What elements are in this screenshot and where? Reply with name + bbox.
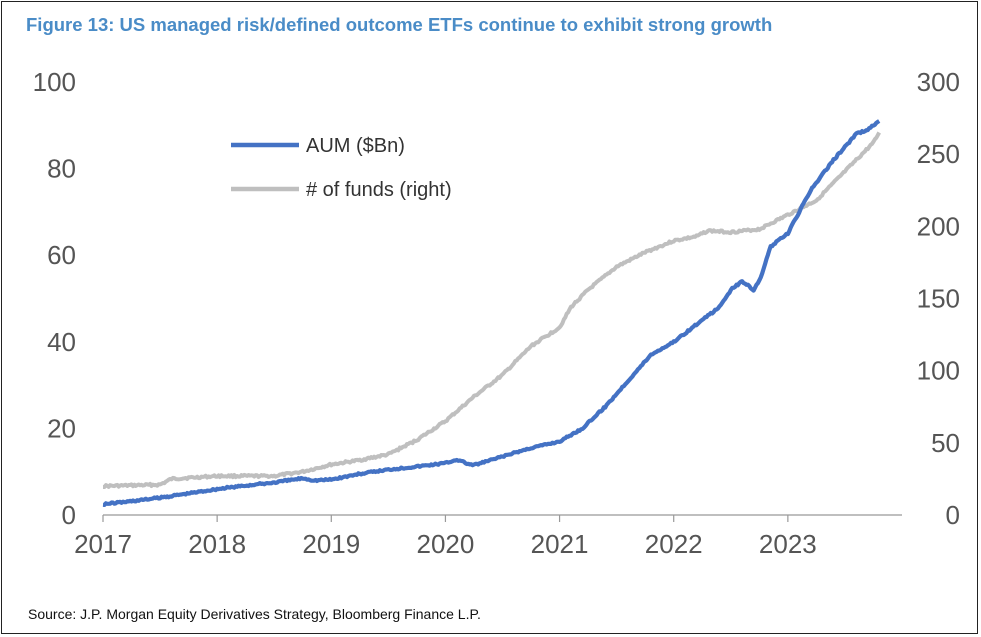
y-right-tick-label: 250 bbox=[917, 139, 960, 169]
x-tick-label: 2023 bbox=[759, 529, 817, 559]
x-tick-label: 2017 bbox=[74, 529, 132, 559]
x-tick-label: 2022 bbox=[645, 529, 703, 559]
y-left-tick-label: 80 bbox=[47, 154, 76, 184]
y-left-tick-label: 100 bbox=[33, 67, 76, 97]
y-left-tick-label: 0 bbox=[62, 500, 76, 530]
y-right-tick-label: 50 bbox=[931, 428, 960, 458]
y-left-tick-label: 60 bbox=[47, 240, 76, 270]
y-right-tick-label: 0 bbox=[946, 500, 960, 530]
x-tick-label: 2021 bbox=[531, 529, 589, 559]
x-tick-label: 2018 bbox=[188, 529, 246, 559]
source-note: Source: J.P. Morgan Equity Derivatives S… bbox=[28, 606, 481, 622]
series-line-funds bbox=[102, 131, 881, 489]
y-right-tick-label: 100 bbox=[917, 356, 960, 386]
chart-title: Figure 13: US managed risk/defined outco… bbox=[26, 14, 773, 35]
y-right-tick-label: 200 bbox=[917, 211, 960, 241]
y-right-tick-label: 300 bbox=[917, 67, 960, 97]
y-left-tick-label: 40 bbox=[47, 327, 76, 357]
x-tick-label: 2019 bbox=[302, 529, 360, 559]
legend-label-aum: AUM ($Bn) bbox=[306, 135, 405, 157]
x-tick-label: 2020 bbox=[417, 529, 475, 559]
y-right-tick-label: 150 bbox=[917, 284, 960, 314]
series-line-aum bbox=[102, 119, 881, 507]
legend-label-funds: # of funds (right) bbox=[306, 179, 452, 201]
y-left-tick-label: 20 bbox=[47, 413, 76, 443]
